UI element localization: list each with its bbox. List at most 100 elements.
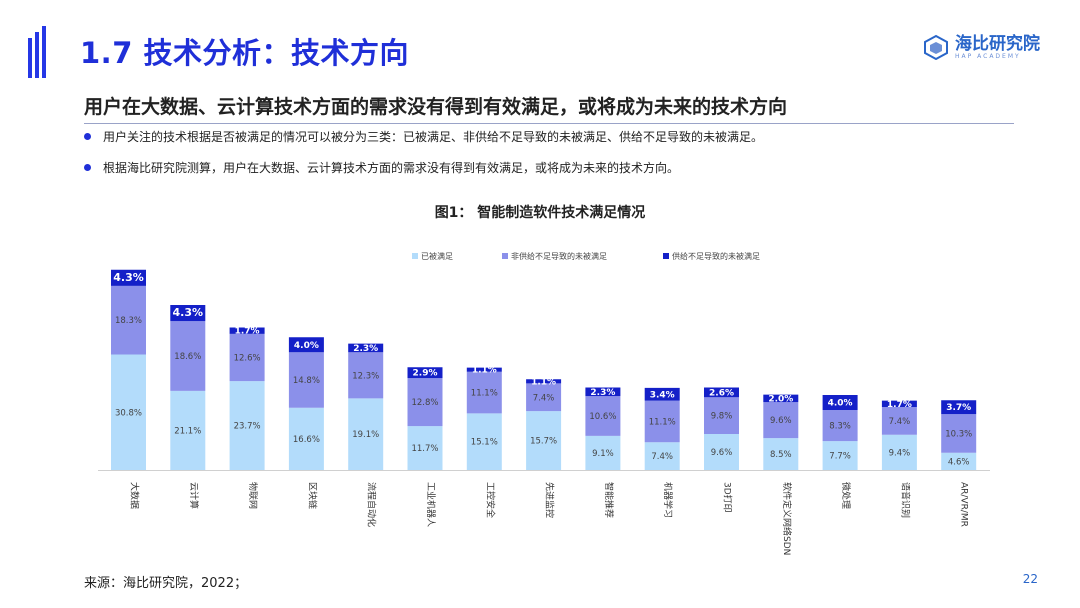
bar-segment bbox=[585, 435, 621, 470]
data-label: 3.4% bbox=[650, 390, 675, 400]
data-label: 11.7% bbox=[411, 444, 438, 454]
stacked-bar-chart: 已被满足 非供给不足导致的未被满足 供给不足导致的未被满足 30.8% 18.3% 4.3… bbox=[98, 251, 990, 555]
category-label: 先进监控 bbox=[544, 482, 556, 518]
bar-segment bbox=[763, 394, 799, 403]
bar-segment bbox=[288, 352, 324, 408]
data-label: 4.0% bbox=[828, 399, 853, 409]
data-label: 18.6% bbox=[174, 352, 201, 362]
logo-name: 海比研究院 bbox=[955, 33, 1040, 54]
bullet-item: 根据海比研究院测算，用户在大数据、云计算技术方面的需求没有得到有效满足，或将成为… bbox=[84, 159, 1014, 176]
bar-segment bbox=[644, 400, 680, 443]
bar-segment bbox=[881, 434, 917, 470]
data-label: 4.0% bbox=[294, 341, 319, 351]
category-label: 流程自动化 bbox=[366, 482, 378, 527]
bar-segment bbox=[585, 387, 621, 397]
bar-segment bbox=[763, 438, 799, 470]
bar-segment bbox=[466, 371, 502, 414]
bar-segment bbox=[170, 305, 206, 322]
bar-segment bbox=[941, 400, 977, 415]
data-label: 14.8% bbox=[293, 376, 320, 386]
page-number: 22 bbox=[1022, 572, 1038, 586]
legend-swatch bbox=[412, 253, 418, 259]
bar-segment bbox=[526, 383, 562, 412]
category-label: 大数据 bbox=[129, 482, 141, 509]
source-note: 来源：海比研究院，2022； bbox=[84, 576, 248, 591]
data-label: 11.1% bbox=[649, 417, 676, 427]
bullet-text: 根据海比研究院测算，用户在大数据、云计算技术方面的需求没有得到有效满足，或将成为… bbox=[103, 161, 680, 175]
bullet-list: 用户关注的技术根据是否被满足的情况可以被分为三类：已被满足、非供给不足导致的未被… bbox=[84, 128, 1014, 190]
bar-segment bbox=[763, 402, 799, 439]
page-title: 1.7 技术分析：技术方向 bbox=[80, 36, 409, 70]
logo: 海比研究院 HAP ACADEMY bbox=[923, 34, 1040, 60]
data-label: 1.1% bbox=[531, 377, 556, 387]
bullet-text: 用户关注的技术根据是否被满足的情况可以被分为三类：已被满足、非供给不足导致的未被… bbox=[103, 130, 764, 144]
category-label: 工业机器人 bbox=[425, 482, 437, 527]
bar-segment bbox=[822, 395, 858, 410]
data-label: 9.6% bbox=[770, 416, 792, 426]
bullet-item: 用户关注的技术根据是否被满足的情况可以被分为三类：已被满足、非供给不足导致的未被… bbox=[84, 128, 1014, 145]
bar-segment bbox=[407, 378, 443, 427]
logo-subtitle: HAP ACADEMY bbox=[955, 52, 1021, 60]
data-label: 7.4% bbox=[889, 417, 911, 427]
category-label: 工控安全 bbox=[484, 482, 496, 518]
bar-segment bbox=[111, 269, 146, 286]
legend-label: 已被满足 bbox=[421, 251, 453, 261]
data-label: 8.5% bbox=[770, 450, 792, 460]
data-label: 10.6% bbox=[589, 412, 616, 422]
data-label: 4.3% bbox=[173, 306, 204, 319]
bar-segment bbox=[704, 397, 739, 434]
data-label: 12.6% bbox=[234, 354, 261, 364]
bar-segment bbox=[170, 390, 206, 470]
legend-swatch bbox=[502, 253, 508, 259]
data-label: 3.7% bbox=[946, 403, 971, 413]
bar-segment bbox=[704, 434, 739, 470]
bar-segment bbox=[229, 333, 265, 382]
bar-segment bbox=[407, 367, 443, 379]
bar-segment bbox=[526, 411, 562, 470]
category-label: 物联网 bbox=[247, 482, 259, 509]
bar-segment bbox=[585, 396, 621, 436]
data-label: 2.6% bbox=[709, 388, 734, 398]
chart-title: 图1： 智能制造软件技术满足情况 bbox=[434, 205, 646, 221]
bar-segment bbox=[526, 379, 562, 384]
category-label: 机器学习 bbox=[662, 482, 674, 518]
data-label: 9.8% bbox=[711, 412, 733, 422]
data-label: 30.8% bbox=[115, 408, 142, 418]
data-label: 9.6% bbox=[711, 448, 733, 458]
category-label: AR/VR/MR bbox=[959, 482, 969, 527]
data-label: 11.1% bbox=[471, 389, 498, 399]
data-label: 9.4% bbox=[889, 448, 911, 458]
bar-segment bbox=[111, 354, 146, 470]
title-decoration-bars bbox=[28, 26, 52, 78]
legend-label: 非供给不足导致的未被满足 bbox=[511, 251, 607, 261]
bar-segment bbox=[881, 400, 917, 407]
bar-segment bbox=[407, 426, 443, 470]
category-label: 语音识别 bbox=[899, 482, 911, 518]
bar-segment bbox=[704, 387, 739, 398]
data-label: 7.7% bbox=[829, 452, 851, 462]
bar-segment bbox=[941, 414, 977, 453]
bar-segment bbox=[229, 381, 265, 470]
data-label: 4.3% bbox=[113, 271, 144, 284]
bar-segment bbox=[170, 321, 206, 391]
headline: 用户在大数据、云计算技术方面的需求没有得到有效满足，或将成为未来的技术方向 bbox=[84, 92, 1014, 124]
bar-segment bbox=[941, 452, 977, 470]
bar-segment bbox=[348, 398, 384, 470]
data-label: 8.3% bbox=[829, 422, 851, 432]
bar-segment bbox=[644, 442, 680, 470]
bar-segment bbox=[822, 410, 858, 442]
bar-segment bbox=[881, 407, 917, 435]
bar-segment bbox=[466, 413, 502, 470]
data-label: 7.4% bbox=[651, 452, 673, 462]
data-label: 2.3% bbox=[353, 344, 378, 354]
category-label: 3D打印 bbox=[722, 482, 734, 513]
data-label: 10.3% bbox=[945, 429, 972, 439]
category-label: 云计算 bbox=[188, 482, 200, 509]
data-label: 21.1% bbox=[174, 426, 201, 436]
category-label: 软件定义网络SDN bbox=[781, 482, 793, 555]
data-label: 7.4% bbox=[533, 393, 555, 403]
data-label: 4.6% bbox=[948, 457, 970, 467]
data-label: 2.3% bbox=[590, 388, 615, 398]
data-label: 15.1% bbox=[471, 438, 498, 448]
cube-logo-icon bbox=[924, 34, 948, 60]
